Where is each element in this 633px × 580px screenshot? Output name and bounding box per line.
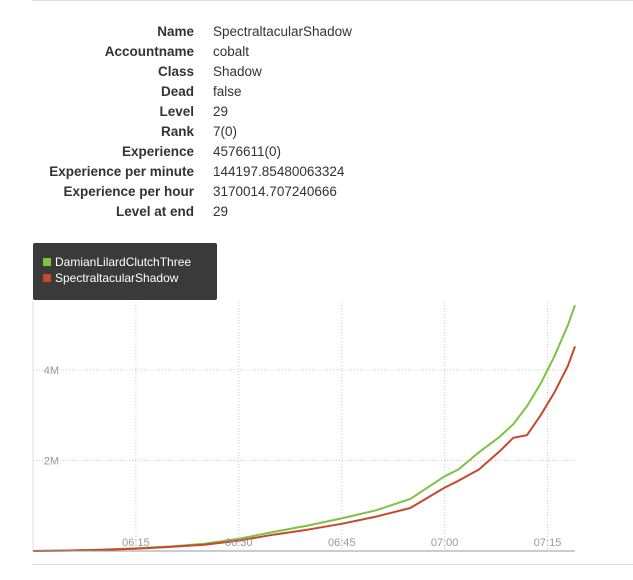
detail-key: Accountname: [104, 44, 194, 59]
chart-canvas[interactable]: 06:15 06:30 06:45 07:00 07:15 2M 4M: [0, 240, 633, 570]
y-tick-label: 2M: [44, 455, 59, 467]
detail-key: Level: [159, 104, 194, 119]
detail-key: Class: [157, 64, 194, 79]
detail-row: Dead false: [34, 82, 352, 102]
detail-value: false: [213, 84, 242, 99]
detail-row: Rank 7(0): [34, 122, 352, 142]
legend-label-red: SpectraltacularShadow: [55, 271, 179, 285]
detail-row: Name SpectraltacularShadow: [34, 22, 352, 42]
detail-row: Level 29: [34, 102, 352, 122]
bottom-divider: [32, 564, 633, 565]
detail-value: cobalt: [213, 44, 250, 59]
detail-value: 4576611(0): [213, 144, 282, 159]
detail-row: Experience per minute 144197.85480063324: [34, 162, 352, 182]
legend-label-green: DamianLilardClutchThree: [55, 255, 192, 269]
x-tick-label: 06:45: [328, 537, 356, 549]
series-line-red: [32, 346, 576, 552]
detail-key: Experience: [121, 144, 194, 159]
x-tick-label: 06:30: [225, 537, 253, 549]
x-tick-label: 07:00: [431, 537, 459, 549]
detail-key: Experience per hour: [63, 184, 194, 199]
legend-entry-red[interactable]: SpectraltacularShadow: [43, 270, 217, 286]
detail-row: Experience 4576611(0): [34, 142, 352, 162]
detail-row: Accountname cobalt: [34, 42, 352, 62]
detail-key: Rank: [160, 124, 194, 139]
legend-swatch-red: [43, 274, 51, 282]
detail-row: Experience per hour 3170014.707240666: [34, 182, 352, 202]
legend-entry-green[interactable]: DamianLilardClutchThree: [43, 254, 217, 270]
experience-chart: 06:15 06:30 06:45 07:00 07:15 2M 4M DamianLila…: [0, 240, 633, 570]
detail-value: 29: [213, 104, 229, 119]
x-tick-label: 06:15: [122, 537, 150, 549]
detail-value: Shadow: [213, 64, 262, 79]
detail-value: SpectraltacularShadow: [213, 24, 352, 39]
detail-key: Name: [157, 24, 194, 39]
y-tick-label: 4M: [44, 365, 59, 377]
detail-key: Dead: [160, 84, 194, 99]
top-divider: [32, 0, 633, 1]
legend-swatch-green: [43, 258, 51, 266]
detail-value: 7(0): [213, 124, 238, 139]
character-details-table: Name SpectraltacularShadow Accountname coba…: [34, 22, 352, 222]
detail-value: 144197.85480063324: [213, 164, 345, 179]
chart-legend: DamianLilardClutchThree SpectraltacularS…: [33, 243, 217, 300]
detail-value: 3170014.707240666: [213, 184, 337, 199]
x-tick-label: 07:15: [534, 537, 562, 549]
detail-key: Experience per minute: [49, 164, 194, 179]
detail-value: 29: [213, 204, 229, 219]
series-line-green: [32, 304, 576, 552]
detail-key: Level at end: [115, 204, 194, 219]
detail-row: Level at end 29: [34, 202, 352, 222]
detail-row: Class Shadow: [34, 62, 352, 82]
